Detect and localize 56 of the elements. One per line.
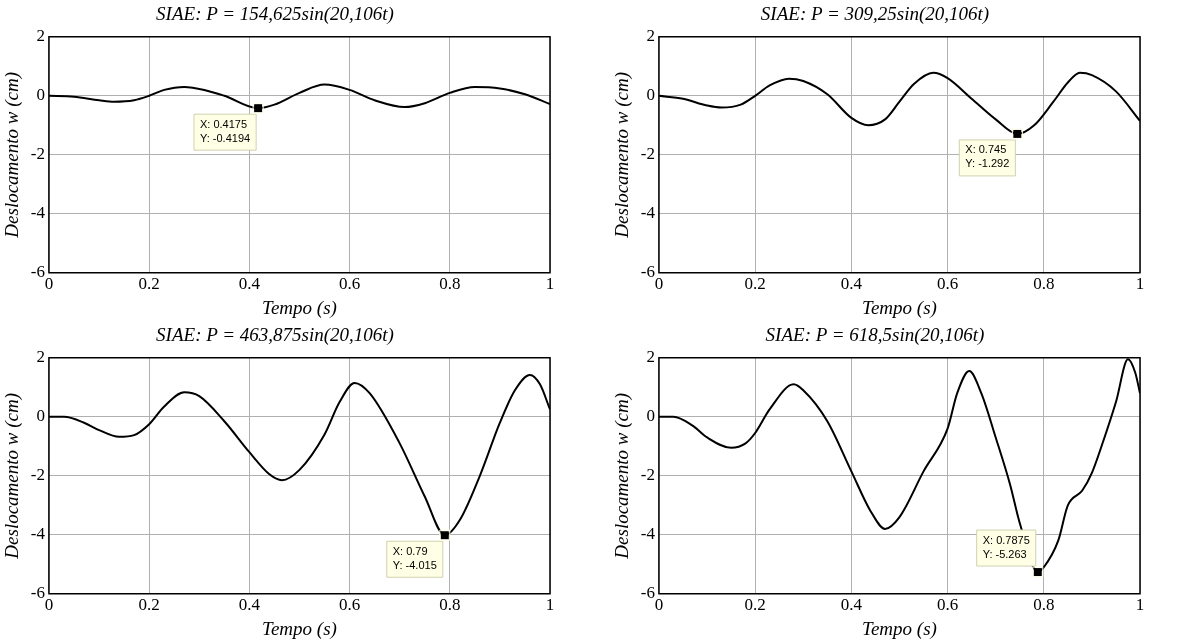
annotation: X: 0.79 Y: -4.015 xyxy=(392,544,437,571)
x-tick-label: 0.2 xyxy=(138,274,160,294)
y-tick-label: -4 xyxy=(640,524,656,544)
x-tick-label: 1 xyxy=(1135,274,1145,294)
y-tick-label: 2 xyxy=(646,26,655,46)
x-tick-label: 0.6 xyxy=(936,595,959,615)
annotation: X: 0.7875 Y: -5.263 xyxy=(982,533,1030,560)
x-axis-title: Tempo (s) xyxy=(862,296,937,319)
x-tick-label: 0.8 xyxy=(1033,595,1055,615)
y-tick-label: -6 xyxy=(640,583,655,603)
x-tick-label: 1 xyxy=(545,274,555,294)
y-axis-title: Deslocamento w (cm) xyxy=(1,71,24,239)
chart-title: SIAE: P = 463,875sin(20,106t) xyxy=(156,324,394,347)
y-tick-label: 0 xyxy=(646,406,655,426)
y-tick-label: 2 xyxy=(36,26,45,46)
y-tick-label: -6 xyxy=(30,583,45,603)
chart-title: SIAE: P = 154,625sin(20,106t) xyxy=(156,3,394,26)
y-tick-label: 2 xyxy=(36,347,45,367)
chart-title: SIAE: P = 309,25sin(20,106t) xyxy=(760,3,990,26)
y-axis-title: Deslocamento w (cm) xyxy=(1,392,24,560)
x-tick-label: 0.4 xyxy=(238,595,261,615)
y-axis-title: Deslocamento w (cm) xyxy=(611,71,634,239)
x-tick-label: 0.2 xyxy=(138,595,160,615)
x-tick-label: 0.2 xyxy=(744,595,766,615)
annotation: X: 0.745 Y: -1.292 xyxy=(965,143,1010,170)
y-tick-label: -2 xyxy=(640,144,655,164)
y-tick-label: -4 xyxy=(30,524,46,544)
y-tick-label: 0 xyxy=(36,406,45,426)
y-tick-label: -6 xyxy=(30,262,45,282)
y-tick-label: 0 xyxy=(646,85,655,105)
annotation: X: 0.4175 Y: -0.4194 xyxy=(199,117,251,144)
x-axis-title: Tempo (s) xyxy=(262,296,337,319)
x-tick-label: 0.2 xyxy=(744,274,766,294)
x-tick-label: 1 xyxy=(1135,595,1145,615)
y-tick-label: -6 xyxy=(640,262,655,282)
x-axis-title: Tempo (s) xyxy=(862,617,937,640)
y-tick-label: 2 xyxy=(646,347,655,367)
x-tick-label: 0.8 xyxy=(439,595,461,615)
y-tick-label: -2 xyxy=(30,465,45,485)
x-tick-label: 0.6 xyxy=(338,274,361,294)
y-tick-label: -2 xyxy=(640,465,655,485)
chart-title: SIAE: P = 618,5sin(20,106t) xyxy=(765,324,985,347)
y-tick-label: 0 xyxy=(36,85,45,105)
x-tick-label: 0.8 xyxy=(1033,274,1055,294)
y-tick-label: -4 xyxy=(640,203,656,223)
x-tick-label: 1 xyxy=(545,595,555,615)
x-tick-label: 0.8 xyxy=(439,274,461,294)
x-axis-title: Tempo (s) xyxy=(262,617,337,640)
y-tick-label: -4 xyxy=(30,203,46,223)
x-tick-label: 0.4 xyxy=(840,595,863,615)
x-tick-label: 0.4 xyxy=(238,274,261,294)
x-tick-label: 0.4 xyxy=(840,274,863,294)
x-tick-label: 0.6 xyxy=(338,595,361,615)
x-tick-label: 0.6 xyxy=(936,274,959,294)
y-axis-title: Deslocamento w (cm) xyxy=(611,392,634,560)
y-tick-label: -2 xyxy=(30,144,45,164)
